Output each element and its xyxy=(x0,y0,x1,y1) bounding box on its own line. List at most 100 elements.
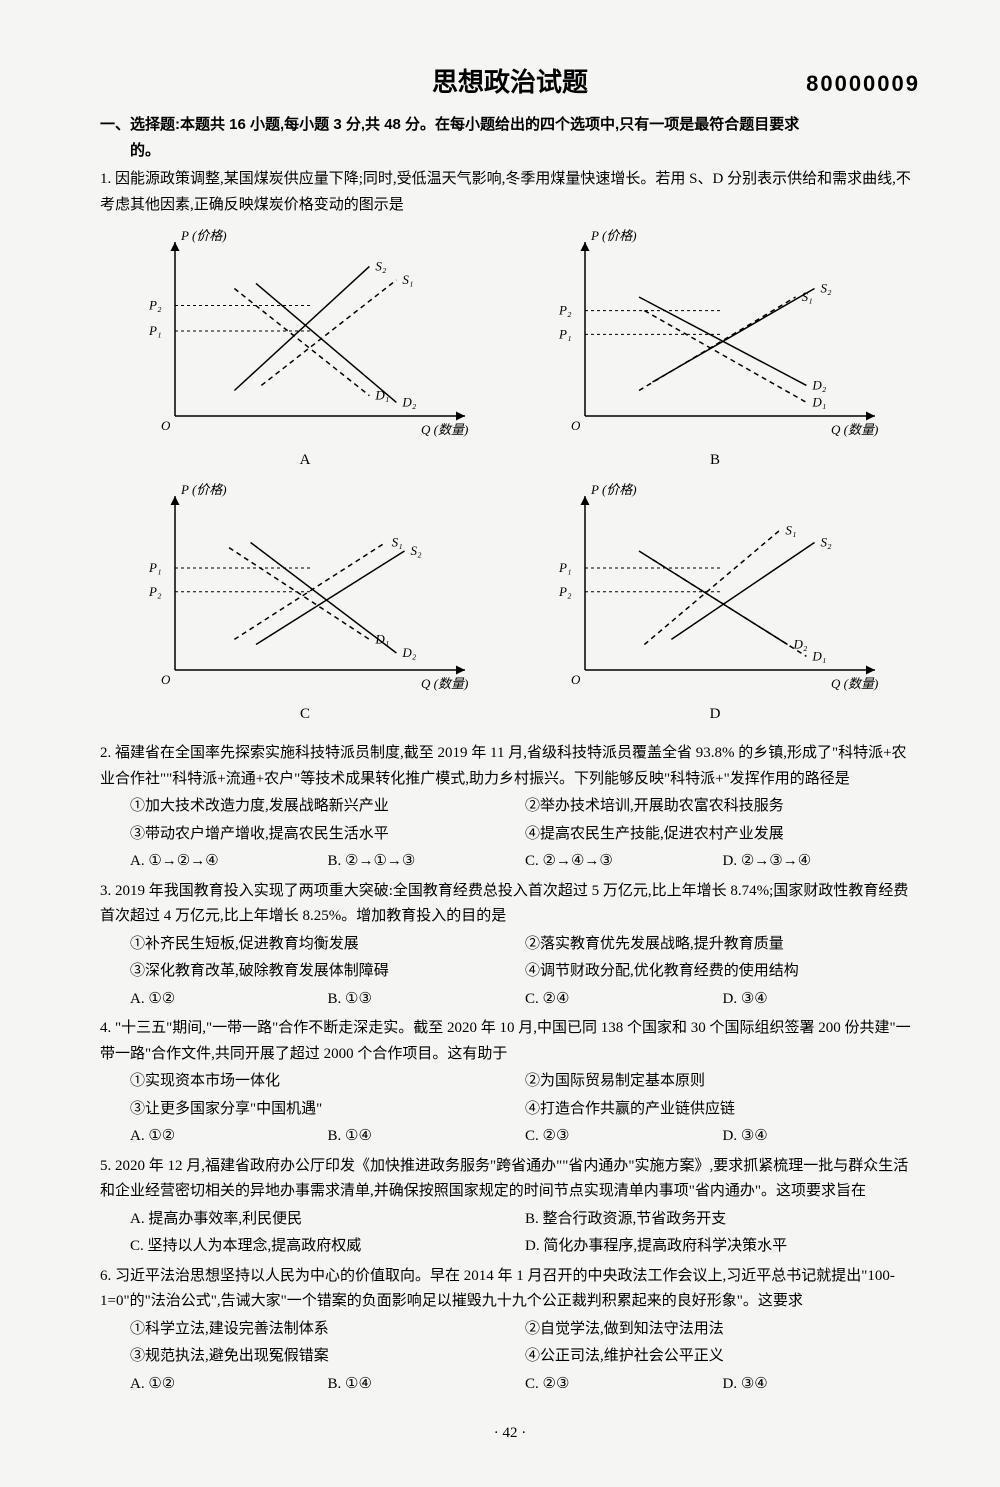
q1-text: 因能源政策调整,某国煤炭供应量下降;同时,受低温天气影响,冬季用煤量快速增长。若… xyxy=(100,171,911,213)
q4-sub2: ②为国际贸易制定基本原则 xyxy=(525,1069,920,1095)
q3-subs-row2: ③深化教育改革,破除教育发展体制障碍 ④调节财政分配,优化教育经费的使用结构 xyxy=(100,959,920,985)
chart-label-D: D xyxy=(518,702,912,728)
svg-text:D₂: D₂ xyxy=(401,395,416,410)
q6-optC: C. ②③ xyxy=(525,1372,723,1398)
q2-optA: A. ①→②→④ xyxy=(130,849,328,875)
section-1-heading-line2: 的。 xyxy=(130,142,160,159)
q3-optC: C. ②④ xyxy=(525,987,723,1013)
question-2: 2. 福建省在全国率先探索实施科技特派员制度,截至 2019 年 11 月,省级… xyxy=(100,741,920,792)
svg-text:S₂: S₂ xyxy=(821,281,833,296)
q5-opts-row2: C. 坚持以人为本理念,提高政府权威 D. 简化办事程序,提高政府科学决策水平 xyxy=(100,1234,920,1260)
q6-optA: A. ①② xyxy=(130,1372,328,1398)
q2-sub2: ②举办技术培训,开展助农富农科技服务 xyxy=(525,794,920,820)
q2-num: 2. xyxy=(100,745,111,761)
q4-text: "十三五"期间,"一带一路"合作不断走深走实。截至 2020 年 10 月,中国… xyxy=(100,1020,911,1062)
q1-chart-grid: P (价格) Q (数量) O P₂P₁ S₂S₁D₁D₂ A P (价格) Q… xyxy=(100,226,920,733)
svg-text:S₁: S₁ xyxy=(785,522,796,537)
chart-A: P (价格) Q (数量) O P₂P₁ S₂S₁D₁D₂ xyxy=(125,226,485,446)
section-1-heading: 一、选择题:本题共 16 小题,每小题 3 分,共 48 分。在每小题给出的四个… xyxy=(100,112,920,163)
question-5: 5. 2020 年 12 月,福建省政府办公厅印发《加快推进政务服务"跨省通办"… xyxy=(100,1154,920,1205)
svg-text:D₂: D₂ xyxy=(793,636,808,651)
svg-text:Q (数量): Q (数量) xyxy=(421,422,468,437)
svg-text:S₂: S₂ xyxy=(821,534,833,549)
svg-text:P₁: P₁ xyxy=(558,327,571,342)
question-6: 6. 习近平法治思想坚持以人民为中心的价值取向。早在 2014 年 1 月召开的… xyxy=(100,1264,920,1315)
q4-num: 4. xyxy=(100,1020,111,1036)
q2-sub4: ④提高农民生产技能,促进农村产业发展 xyxy=(525,822,920,848)
chart-label-C: C xyxy=(108,702,502,728)
q1-num: 1. xyxy=(100,171,111,187)
question-1: 1. 因能源政策调整,某国煤炭供应量下降;同时,受低温天气影响,冬季用煤量快速增… xyxy=(100,167,920,218)
q5-opts-row1: A. 提高办事效率,利民便民 B. 整合行政资源,节省政务开支 xyxy=(100,1207,920,1233)
q2-opts: A. ①→②→④ B. ②→①→③ C. ②→④→③ D. ②→③→④ xyxy=(100,849,920,875)
svg-text:O: O xyxy=(161,418,171,433)
q2-optD: D. ②→③→④ xyxy=(723,849,921,875)
svg-text:P (价格): P (价格) xyxy=(180,228,227,243)
q5-num: 5. xyxy=(100,1158,111,1174)
svg-text:Q (数量): Q (数量) xyxy=(421,676,468,691)
page-header: 思想政治试题 80000009 xyxy=(100,60,920,104)
q4-optD: D. ③④ xyxy=(723,1124,921,1150)
svg-text:P₂: P₂ xyxy=(148,298,162,313)
q3-sub4: ④调节财政分配,优化教育经费的使用结构 xyxy=(525,959,920,985)
svg-text:Q (数量): Q (数量) xyxy=(831,676,878,691)
svg-text:S₂: S₂ xyxy=(411,543,423,558)
page-number: · 42 · xyxy=(100,1421,920,1447)
q3-sub2: ②落实教育优先发展战略,提升教育质量 xyxy=(525,932,920,958)
svg-text:S₂: S₂ xyxy=(375,259,387,274)
q3-subs-row1: ①补齐民生短板,促进教育均衡发展 ②落实教育优先发展战略,提升教育质量 xyxy=(100,932,920,958)
page-title: 思想政治试题 xyxy=(300,60,720,104)
q5-optC: C. 坚持以人为本理念,提高政府权威 xyxy=(130,1234,525,1260)
q2-sub3: ③带动农户增产增收,提高农民生活水平 xyxy=(130,822,525,848)
q5-optB: B. 整合行政资源,节省政务开支 xyxy=(525,1207,920,1233)
q4-sub1: ①实现资本市场一体化 xyxy=(130,1069,525,1095)
q6-opts: A. ①② B. ①④ C. ②③ D. ③④ xyxy=(100,1372,920,1398)
svg-text:O: O xyxy=(571,418,581,433)
q2-optC: C. ②→④→③ xyxy=(525,849,723,875)
q3-optB: B. ①③ xyxy=(328,987,526,1013)
q3-sub3: ③深化教育改革,破除教育发展体制障碍 xyxy=(130,959,525,985)
svg-text:P₁: P₁ xyxy=(558,560,571,575)
q4-subs-row1: ①实现资本市场一体化 ②为国际贸易制定基本原则 xyxy=(100,1069,920,1095)
q6-subs-row2: ③规范执法,避免出现冤假错案 ④公正司法,维护社会公平正义 xyxy=(100,1344,920,1370)
q2-subs-row1: ①加大技术改造力度,发展战略新兴产业 ②举办技术培训,开展助农富农科技服务 xyxy=(100,794,920,820)
chart-D: P (价格) Q (数量) O P₁P₂ S₁S₂D₂D₁ xyxy=(535,480,895,700)
q6-num: 6. xyxy=(100,1268,111,1284)
chart-B: P (价格) Q (数量) O P₂P₁ S₂S₁D₂D₁ xyxy=(535,226,895,446)
svg-text:D₂: D₂ xyxy=(401,645,416,660)
q4-sub3: ③让更多国家分享"中国机遇" xyxy=(130,1097,525,1123)
question-3: 3. 2019 年我国教育投入实现了两项重大突破:全国教育经费总投入首次超过 5… xyxy=(100,879,920,930)
q3-optA: A. ①② xyxy=(130,987,328,1013)
q6-sub2: ②自觉学法,做到知法守法用法 xyxy=(525,1317,920,1343)
q4-optA: A. ①② xyxy=(130,1124,328,1150)
svg-text:P (价格): P (价格) xyxy=(180,482,227,497)
chart-cell-D: P (价格) Q (数量) O P₁P₂ S₁S₂D₂D₁ D xyxy=(518,480,912,728)
svg-text:Q (数量): Q (数量) xyxy=(831,422,878,437)
q6-sub4: ④公正司法,维护社会公平正义 xyxy=(525,1344,920,1370)
svg-text:D₁: D₁ xyxy=(811,395,826,410)
q6-text: 习近平法治思想坚持以人民为中心的价值取向。早在 2014 年 1 月召开的中央政… xyxy=(100,1268,895,1310)
q4-optB: B. ①④ xyxy=(328,1124,526,1150)
svg-text:D₁: D₁ xyxy=(811,648,826,663)
q4-opts: A. ①② B. ①④ C. ②③ D. ③④ xyxy=(100,1124,920,1150)
q4-subs-row2: ③让更多国家分享"中国机遇" ④打造合作共赢的产业链供应链 xyxy=(100,1097,920,1123)
chart-cell-B: P (价格) Q (数量) O P₂P₁ S₂S₁D₂D₁ B xyxy=(518,226,912,474)
svg-text:P₂: P₂ xyxy=(148,583,162,598)
svg-text:P (价格): P (价格) xyxy=(590,228,637,243)
q6-sub1: ①科学立法,建设完善法制体系 xyxy=(130,1317,525,1343)
svg-text:O: O xyxy=(571,672,581,687)
q3-sub1: ①补齐民生短板,促进教育均衡发展 xyxy=(130,932,525,958)
q2-text: 福建省在全国率先探索实施科技特派员制度,截至 2019 年 11 月,省级科技特… xyxy=(100,745,907,787)
chart-cell-C: P (价格) Q (数量) O P₁P₂ S₁S₂D₁D₂ C xyxy=(108,480,502,728)
q6-subs-row1: ①科学立法,建设完善法制体系 ②自觉学法,做到知法守法用法 xyxy=(100,1317,920,1343)
q4-optC: C. ②③ xyxy=(525,1124,723,1150)
q6-optD: D. ③④ xyxy=(723,1372,921,1398)
q2-optB: B. ②→①→③ xyxy=(328,849,526,875)
q3-opts: A. ①② B. ①③ C. ②④ D. ③④ xyxy=(100,987,920,1013)
q6-optB: B. ①④ xyxy=(328,1372,526,1398)
q3-num: 3. xyxy=(100,883,111,899)
svg-text:P (价格): P (价格) xyxy=(590,482,637,497)
svg-text:P₂: P₂ xyxy=(558,303,572,318)
svg-text:S₁: S₁ xyxy=(392,534,403,549)
chart-cell-A: P (价格) Q (数量) O P₂P₁ S₂S₁D₁D₂ A xyxy=(108,226,502,474)
